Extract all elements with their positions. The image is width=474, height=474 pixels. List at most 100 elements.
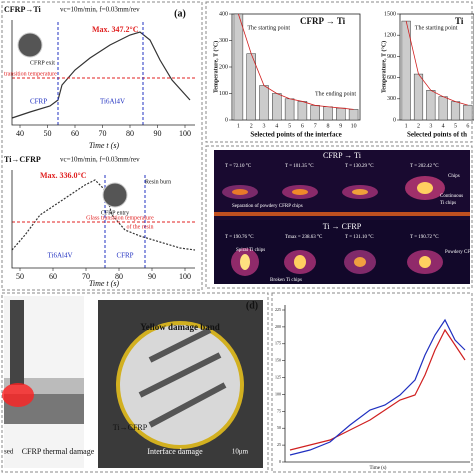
- label: 300: [387, 96, 396, 102]
- label: T = 101.35 °C: [285, 164, 314, 169]
- label: 2: [417, 123, 420, 129]
- label: 125: [275, 374, 281, 379]
- label: 1: [237, 123, 240, 129]
- label: 10μm: [232, 448, 249, 456]
- label: Ti: [455, 16, 464, 26]
- bar: [438, 96, 448, 121]
- label: The starting point: [247, 25, 290, 31]
- label: 5: [454, 123, 457, 129]
- label: T = 202.42 °C: [410, 164, 439, 169]
- label: 300: [219, 38, 228, 44]
- panel-d-frame: [1, 292, 269, 473]
- label: 400: [219, 11, 228, 17]
- label: T = 130.29 °C: [345, 164, 374, 169]
- label: The ending point: [315, 91, 356, 97]
- label: 90: [148, 272, 156, 281]
- label: vc=10m/min, f=0.03mm/rev: [60, 156, 140, 164]
- hole: [116, 321, 244, 449]
- bar: [426, 90, 436, 121]
- bar: [413, 73, 424, 121]
- label: 5: [288, 123, 291, 129]
- label: 70: [82, 272, 90, 281]
- label: 75: [277, 408, 281, 413]
- label: 3: [263, 123, 266, 129]
- label: Temperature, T (°C): [380, 41, 387, 93]
- label: (d): [246, 300, 258, 311]
- label: 225: [275, 307, 281, 312]
- bar: [323, 106, 333, 121]
- label: Selected points of th: [407, 131, 467, 139]
- label: The starting point: [415, 25, 458, 31]
- bar: [297, 101, 308, 121]
- axes: [284, 305, 470, 463]
- trend-line: [238, 13, 354, 110]
- label: Glass transition temperature: [86, 215, 154, 221]
- label: CFRP → Ti: [300, 16, 346, 26]
- label: 0: [393, 117, 396, 123]
- label: Separation of powdery CFRP chips: [232, 204, 303, 209]
- label: transition temperature: [4, 71, 57, 77]
- label: 60: [71, 129, 79, 138]
- label: Selected points of the interface: [250, 131, 341, 139]
- label: 50: [44, 129, 52, 138]
- label: CFRP: [30, 98, 47, 106]
- label: Time t (s): [89, 279, 120, 288]
- label: 40: [16, 129, 24, 138]
- label: 6: [301, 123, 304, 129]
- label: CFRP→Ti: [4, 5, 42, 14]
- bar: [259, 85, 269, 121]
- label: Continuous: [440, 194, 463, 199]
- label: 25: [277, 442, 281, 447]
- panel-a-frame: [1, 1, 203, 291]
- label: 100: [179, 272, 191, 281]
- axes: [11, 170, 195, 269]
- label: 80: [115, 272, 123, 281]
- label: T = 72.10 °C: [225, 164, 252, 169]
- bar: [348, 109, 359, 121]
- label: (a): [174, 8, 186, 19]
- label: Powdery CF: [445, 250, 470, 255]
- label: 50: [277, 425, 281, 430]
- label: Time (s): [370, 466, 387, 471]
- label: 60: [49, 272, 57, 281]
- drill: [10, 300, 24, 385]
- label: 100: [219, 91, 228, 97]
- fibers: [138, 327, 227, 428]
- axes: [11, 20, 195, 126]
- inset-hole: [102, 182, 128, 208]
- bar: [336, 107, 346, 121]
- label: 600: [387, 75, 396, 81]
- label: Tmax = 238.63 °C: [285, 235, 323, 240]
- label: Ti6Al4V: [100, 98, 125, 106]
- plot-area: [399, 13, 474, 121]
- trend-line: [405, 20, 468, 106]
- label: CFRP exit: [30, 60, 55, 66]
- label: Yellow damage band: [140, 322, 220, 332]
- label: 3: [429, 123, 432, 129]
- label: 4: [442, 123, 445, 129]
- label: CFRP thermal damage: [22, 447, 95, 456]
- label: sed: [4, 448, 14, 456]
- curve-top: [11, 31, 191, 119]
- bar: [272, 93, 282, 121]
- panel-b-frame: [205, 1, 473, 143]
- label: 6: [466, 123, 469, 129]
- curve-blue: [289, 318, 466, 456]
- label: 4: [275, 123, 278, 129]
- label: CFRP → Ti: [323, 151, 362, 160]
- label: 150: [275, 358, 281, 363]
- label: Time t (s): [89, 141, 120, 150]
- label: 200: [219, 64, 228, 70]
- label: 9: [339, 123, 342, 129]
- label: 1200: [384, 33, 396, 39]
- label: Broken Ti chips: [270, 278, 302, 283]
- label: CFRP: [116, 252, 133, 260]
- bar: [401, 20, 411, 121]
- label: T = 190.72 °C: [410, 235, 439, 240]
- label: Ti → CFRP: [323, 222, 362, 231]
- label: 0: [279, 459, 281, 464]
- label: CFRP entry: [101, 210, 129, 216]
- bar: [233, 13, 244, 121]
- label: Ti chips: [440, 201, 456, 206]
- label: 200: [275, 324, 281, 329]
